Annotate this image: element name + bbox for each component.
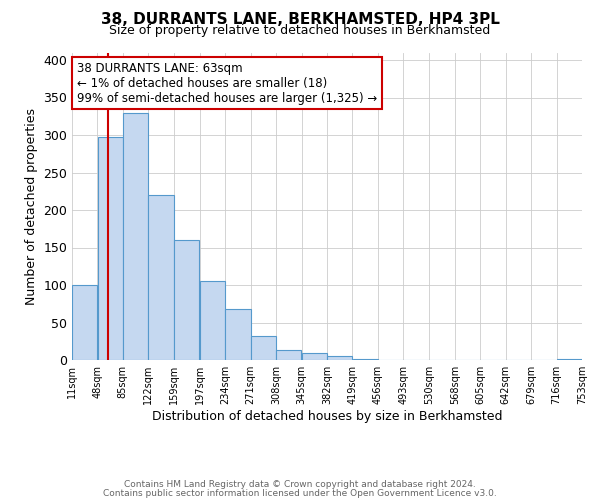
- Bar: [174, 240, 199, 360]
- Text: Size of property relative to detached houses in Berkhamsted: Size of property relative to detached ho…: [109, 24, 491, 37]
- Text: 38 DURRANTS LANE: 63sqm
← 1% of detached houses are smaller (18)
99% of semi-det: 38 DURRANTS LANE: 63sqm ← 1% of detached…: [77, 62, 377, 104]
- Text: Contains HM Land Registry data © Crown copyright and database right 2024.: Contains HM Land Registry data © Crown c…: [124, 480, 476, 489]
- Text: Contains public sector information licensed under the Open Government Licence v3: Contains public sector information licen…: [103, 489, 497, 498]
- X-axis label: Distribution of detached houses by size in Berkhamsted: Distribution of detached houses by size …: [152, 410, 502, 423]
- Bar: [353, 359, 377, 360]
- Bar: [302, 352, 327, 360]
- Bar: [123, 112, 148, 360]
- Bar: [72, 285, 97, 360]
- Bar: [277, 350, 301, 360]
- Bar: [251, 336, 276, 360]
- Bar: [327, 356, 352, 360]
- Bar: [200, 281, 225, 360]
- Bar: [557, 358, 582, 360]
- Bar: [148, 195, 173, 360]
- Y-axis label: Number of detached properties: Number of detached properties: [25, 108, 38, 304]
- Bar: [98, 136, 122, 360]
- Text: 38, DURRANTS LANE, BERKHAMSTED, HP4 3PL: 38, DURRANTS LANE, BERKHAMSTED, HP4 3PL: [101, 12, 499, 28]
- Bar: [226, 309, 251, 360]
